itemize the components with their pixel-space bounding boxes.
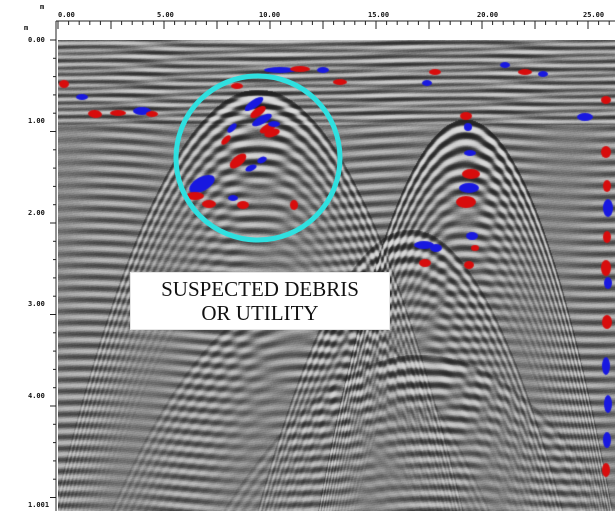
annotation-line-1: SUSPECTED DEBRIS xyxy=(161,277,359,301)
distance-tick-label: 20.00 xyxy=(477,11,499,19)
depth-tick-label: 2.00 xyxy=(28,209,45,217)
distance-tick-label: 10.00 xyxy=(259,11,281,19)
annotation-text: SUSPECTED DEBRIS OR UTILITY xyxy=(161,277,359,325)
annotation-label-box: SUSPECTED DEBRIS OR UTILITY xyxy=(130,272,390,330)
depth-tick-label: 0.00 xyxy=(28,36,45,44)
distance-tick-label: 5.00 xyxy=(157,11,174,19)
depth-tick-label: 1.00 xyxy=(28,117,45,125)
depth-bottom-label: 1.001 xyxy=(28,501,50,509)
distance-tick-label: 0.00 xyxy=(58,11,75,19)
distance-unit-label: m xyxy=(40,3,45,11)
depth-unit-label: m xyxy=(24,24,29,32)
distance-tick-label: 25.00 xyxy=(583,11,605,19)
depth-tick-label: 3.00 xyxy=(28,300,45,308)
annotation-line-2: OR UTILITY xyxy=(201,301,319,325)
distance-tick-label: 15.00 xyxy=(368,11,390,19)
depth-tick-label: 4.00 xyxy=(28,392,45,400)
